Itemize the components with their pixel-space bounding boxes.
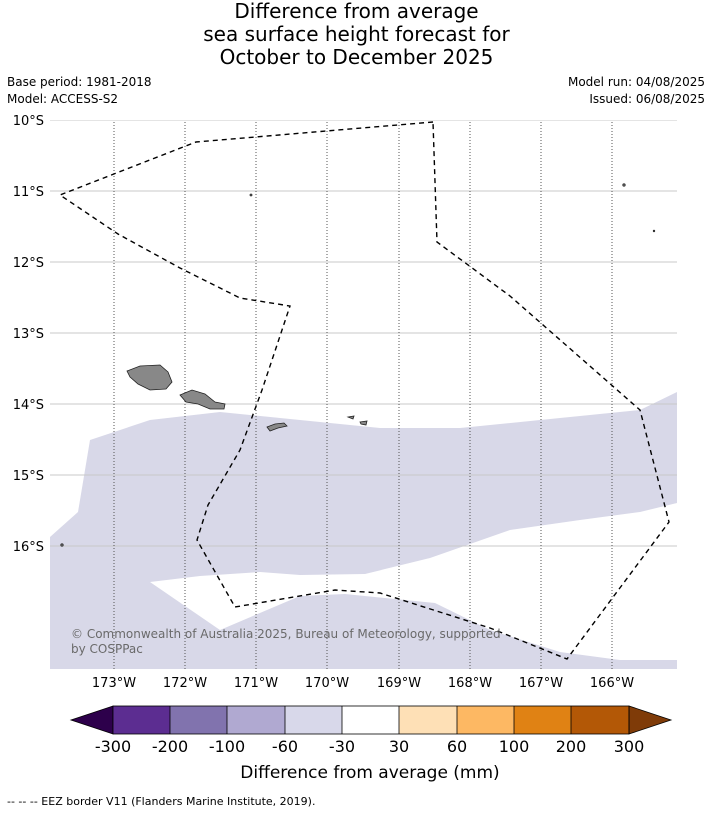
colorbar-tick: -60 <box>272 737 298 756</box>
colorbar-tick: -30 <box>329 737 355 756</box>
eez-border <box>58 121 670 660</box>
model-run: Model run: 04/08/2025 <box>567 75 705 89</box>
island-upolu <box>179 389 226 410</box>
colorbar-tick: 100 <box>499 737 530 756</box>
island-savaii <box>126 364 173 391</box>
meta-right: Model run: 04/08/2025 Issued: 06/08/2025 <box>568 74 705 108</box>
colorbar-segment <box>571 706 629 734</box>
island-south-1 <box>60 543 64 547</box>
lat-labels: 10°S 11°S 12°S 13°S 14°S 15°S 16°S <box>13 114 44 555</box>
title-line-1: Difference from average <box>234 0 479 23</box>
colorbar-segment <box>285 706 342 734</box>
lat-label: 14°S <box>13 398 44 413</box>
colorbar-tick: 300 <box>614 737 645 756</box>
colorbar-extend-left <box>69 705 114 735</box>
lat-label: 16°S <box>13 540 44 555</box>
lat-label: 15°S <box>13 469 44 484</box>
title-line-2: sea surface height forecast for <box>203 22 510 46</box>
colorbar-label: Difference from average (mm) <box>240 763 499 783</box>
map-panel: © Commonwealth of Australia 2025, Bureau… <box>50 120 677 669</box>
colorbar: -300 -200 -100 -60 -30 30 60 100 200 300… <box>69 705 673 783</box>
colorbar-segment <box>399 706 457 734</box>
model-name: Model: ACCESS-S2 <box>7 92 119 106</box>
colorbar-tick: 30 <box>389 737 409 756</box>
colorbar-tick: 200 <box>556 737 587 756</box>
lat-label: 10°S <box>13 114 44 129</box>
lon-label: 172°W <box>163 676 207 691</box>
title-line-3: October to December 2025 <box>219 45 494 69</box>
lon-labels: 173°W 172°W 171°W 170°W 169°W 168°W 167°… <box>92 676 634 691</box>
footer-note: -- -- -- EEZ border V11 (Flanders Marine… <box>7 795 316 808</box>
colorbar-segment <box>170 706 227 734</box>
colorbar-segment <box>227 706 285 734</box>
lat-label: 13°S <box>13 327 44 342</box>
island-tutuila <box>266 422 288 432</box>
colorbar-segment <box>514 706 571 734</box>
land <box>60 183 656 547</box>
lon-label: 166°W <box>590 676 634 691</box>
island-ofu <box>346 415 355 420</box>
colorbar-segment <box>457 706 514 734</box>
island-north-2 <box>622 183 626 187</box>
colorbar-tick: -200 <box>152 737 188 756</box>
island-north-3 <box>652 229 656 233</box>
copyright-line-2: by COSPPac <box>71 642 143 656</box>
colorbar-tick: -300 <box>95 737 131 756</box>
colorbar-segment <box>342 706 399 734</box>
island-tau <box>359 420 368 426</box>
lon-label: 169°W <box>377 676 421 691</box>
copyright-line-1: © Commonwealth of Australia 2025, Bureau… <box>71 627 501 641</box>
base-period: Base period: 1981-2018 <box>7 75 152 89</box>
colorbar-segment <box>113 706 170 734</box>
lat-label: 12°S <box>13 256 44 271</box>
anomaly-region <box>50 392 677 669</box>
lon-label: 170°W <box>305 676 349 691</box>
colorbar-tick: -100 <box>209 737 245 756</box>
island-north-1 <box>249 193 253 197</box>
colorbar-extend-right <box>628 705 673 735</box>
meta-left: Base period: 1981-2018 Model: ACCESS-S2 <box>7 74 152 108</box>
lon-label: 173°W <box>92 676 136 691</box>
lat-label: 11°S <box>13 185 44 200</box>
colorbar-tick: 60 <box>447 737 467 756</box>
lon-label: 168°W <box>448 676 492 691</box>
gridlines <box>50 120 677 547</box>
map-title: Difference from average sea surface heig… <box>0 0 713 69</box>
lon-label: 171°W <box>234 676 278 691</box>
issued-date: Issued: 06/08/2025 <box>589 92 705 106</box>
lon-label: 167°W <box>519 676 563 691</box>
